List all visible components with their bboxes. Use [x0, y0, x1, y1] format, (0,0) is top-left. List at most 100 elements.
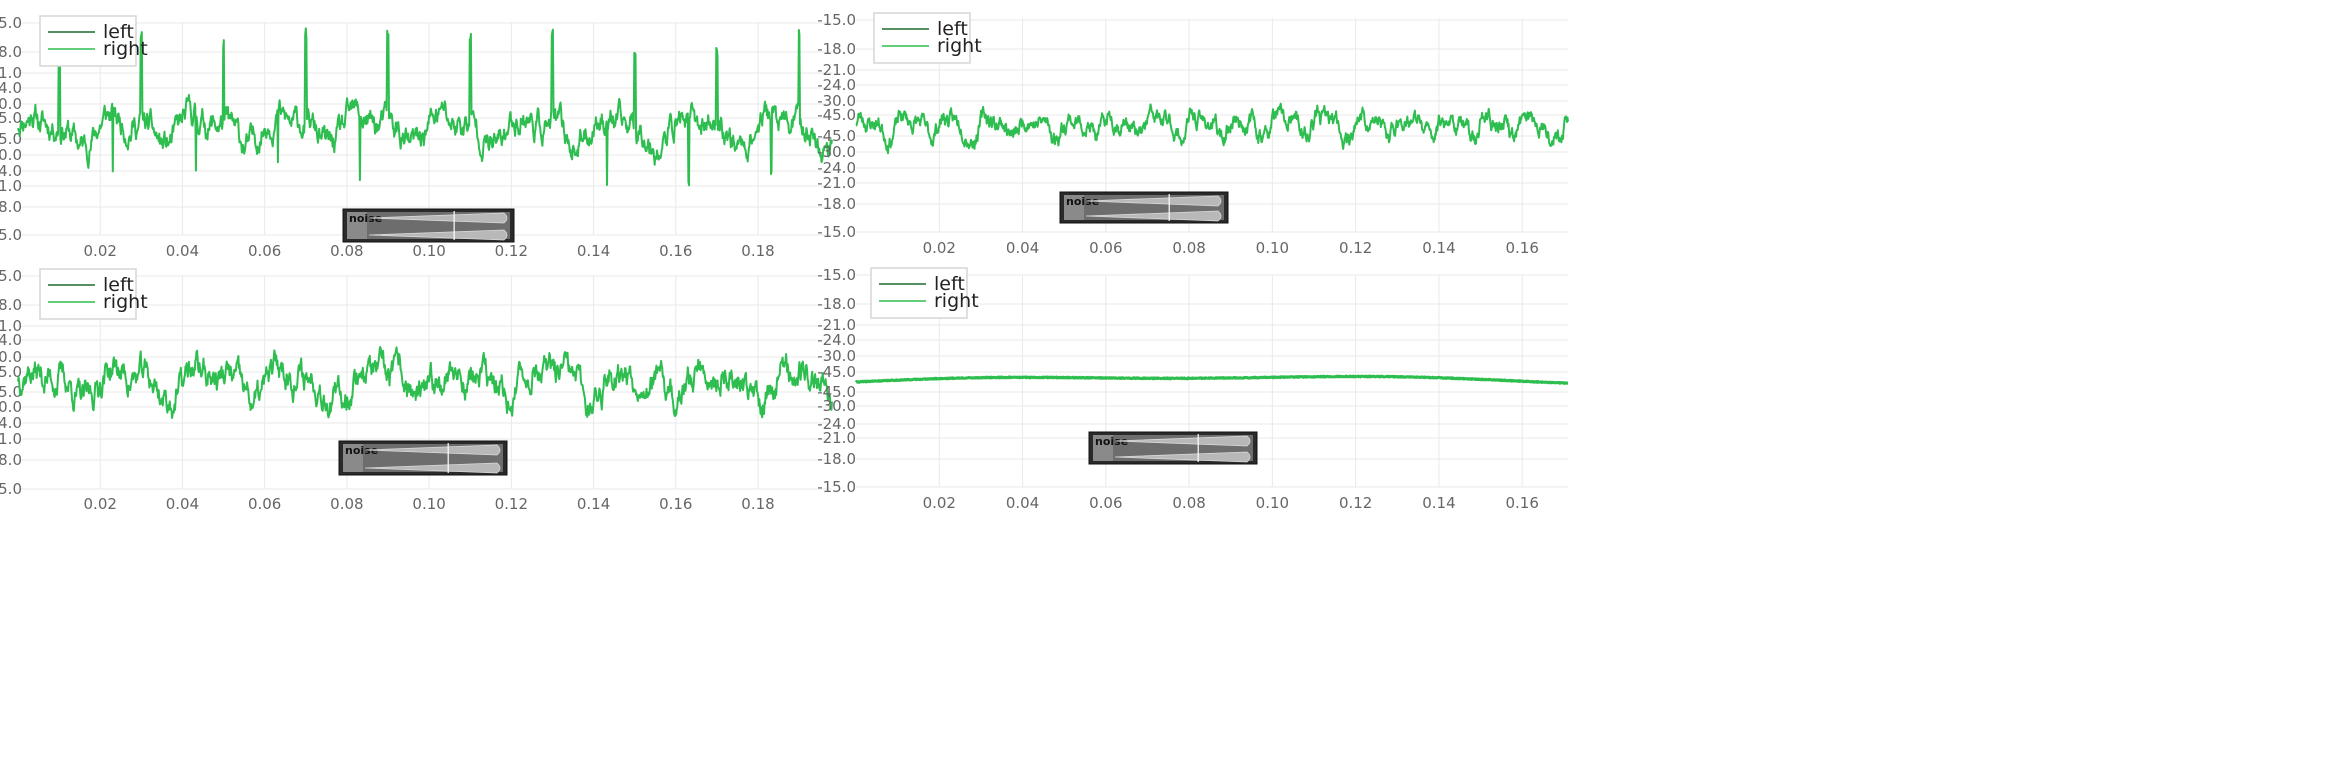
- waveform-chart-2: -15.0-18.0-21.0-24.0-30.0-45.0-45.0-30.0…: [817, 11, 1569, 257]
- x-tick-label: 0.06: [248, 495, 281, 513]
- legend-label-left: left: [103, 21, 134, 43]
- noise-envelope: [1114, 435, 1251, 447]
- waveform-chart-1: -15.0-18.0-21.0-24.0-30.0-45.0-45.0-30.0…: [0, 14, 833, 260]
- x-tick-label: 0.12: [1339, 494, 1372, 512]
- legend-label-left: left: [103, 274, 134, 296]
- x-tick-label: 0.04: [166, 495, 199, 513]
- noise-envelope: [368, 229, 508, 241]
- y-tick-label: -15.0: [817, 266, 856, 284]
- noise-widget[interactable]: noise: [342, 208, 515, 243]
- x-tick-label: 0.06: [248, 242, 281, 260]
- y-tick-label: -24.0: [817, 415, 856, 433]
- y-tick-label: -30.0: [817, 347, 856, 365]
- x-tick-label: 0.02: [923, 494, 956, 512]
- y-tick-label: -45.0: [0, 363, 22, 381]
- x-tick-label: 0.02: [84, 495, 117, 513]
- x-tick-label: 0.10: [1256, 239, 1289, 257]
- y-tick-label: -18.0: [817, 295, 856, 313]
- y-tick-label: -15.0: [0, 14, 22, 32]
- x-tick-label: 0.14: [577, 495, 610, 513]
- y-tick-label: -21.0: [0, 177, 22, 195]
- y-tick-label: -45.0: [817, 383, 856, 401]
- legend-box: [39, 15, 137, 67]
- noise-widget[interactable]: noise: [338, 440, 508, 476]
- legend-label-left: left: [934, 273, 965, 295]
- x-tick-label: 0.04: [166, 242, 199, 260]
- noise-widget[interactable]: noise: [1059, 191, 1229, 224]
- legend-label-right: right: [103, 291, 148, 313]
- y-tick-label: -30.0: [0, 146, 22, 164]
- y-tick-label: -24.0: [0, 331, 22, 349]
- series-right-line: [17, 27, 833, 187]
- noise-widget-label: noise: [345, 444, 378, 457]
- y-tick-label: -30.0: [817, 92, 856, 110]
- x-tick-label: 0.08: [1172, 494, 1205, 512]
- y-tick-label: -15.0: [0, 480, 22, 498]
- legend-box: [39, 268, 137, 320]
- x-tick-label: 0.12: [1339, 239, 1372, 257]
- y-tick-label: -24.0: [0, 414, 22, 432]
- x-tick-label: 0.10: [412, 242, 445, 260]
- y-tick-label: -18.0: [0, 296, 22, 314]
- legend-label-left: left: [937, 18, 968, 40]
- x-tick-label: 0.10: [1256, 494, 1289, 512]
- x-tick-label: 0.12: [495, 242, 528, 260]
- y-tick-label: -45.0: [0, 130, 22, 148]
- series-right-line: [855, 102, 1569, 155]
- series-right-line: [17, 346, 833, 419]
- x-tick-label: 0.02: [923, 239, 956, 257]
- noise-widget[interactable]: noise: [1088, 431, 1258, 465]
- waveform-chart-4: -15.0-18.0-21.0-24.0-30.0-45.0-45.0-30.0…: [817, 266, 1569, 512]
- y-tick-label: -15.0: [817, 11, 856, 29]
- legend-label-right: right: [103, 38, 148, 60]
- series-right-line: [854, 374, 1569, 385]
- y-tick-label: -24.0: [0, 79, 22, 97]
- y-tick-label: -18.0: [817, 450, 856, 468]
- x-tick-label: 0.12: [495, 495, 528, 513]
- y-tick-label: -21.0: [817, 316, 856, 334]
- y-tick-label: -15.0: [0, 267, 22, 285]
- noise-envelope: [1085, 195, 1222, 207]
- y-tick-label: -18.0: [817, 40, 856, 58]
- x-tick-label: 0.16: [1505, 239, 1538, 257]
- x-tick-label: 0.06: [1089, 494, 1122, 512]
- y-tick-label: -24.0: [817, 159, 856, 177]
- noise-envelope: [364, 444, 501, 456]
- y-tick-label: -45.0: [0, 109, 22, 127]
- x-tick-label: 0.04: [1006, 494, 1039, 512]
- noise-envelope: [368, 212, 508, 224]
- noise-envelope: [1085, 210, 1222, 222]
- x-tick-label: 0.02: [84, 242, 117, 260]
- waveform-panel-3: -15.0-18.0-21.0-24.0-30.0-45.0-45.0-30.0…: [0, 264, 833, 514]
- y-tick-label: -24.0: [817, 331, 856, 349]
- x-tick-label: 0.08: [330, 495, 363, 513]
- y-tick-label: -18.0: [0, 43, 22, 61]
- noise-widget-label: noise: [1066, 195, 1099, 208]
- y-tick-label: -30.0: [0, 95, 22, 113]
- y-tick-label: -21.0: [0, 64, 22, 82]
- legend-label-right: right: [937, 35, 982, 57]
- x-tick-label: 0.14: [1422, 239, 1455, 257]
- y-tick-label: -45.0: [817, 363, 856, 381]
- noise-widget-label: noise: [349, 212, 382, 225]
- waveform-panel-4: -15.0 -18.0 -21.0 -24.0 -30.0 -45.0 -45.0 -30.0…: [817, 264, 1569, 514]
- x-tick-label: 0.14: [577, 242, 610, 260]
- y-tick-label: -21.0: [817, 61, 856, 79]
- y-tick-label: -45.0: [0, 383, 22, 401]
- x-tick-label: 0.18: [741, 495, 774, 513]
- legend-box: [870, 267, 968, 319]
- waveform-chart-3: -15.0-18.0-21.0-24.0-30.0-45.0-45.0-30.0…: [0, 267, 833, 513]
- x-tick-label: 0.16: [1505, 494, 1538, 512]
- waveform-panel-1: -15.0-18.0-21.0-24.0-30.0-45.0-45.0-30.0…: [0, 0, 833, 262]
- x-tick-label: 0.16: [659, 242, 692, 260]
- x-tick-label: 0.10: [412, 495, 445, 513]
- y-tick-label: -24.0: [817, 76, 856, 94]
- waveform-panel-2: -15.0 -18.0 -21.0 -24.0 -30.0 -45.0 -45.0 -30.0…: [817, 0, 2338, 262]
- y-tick-label: -45.0: [817, 106, 856, 124]
- y-tick-label: -18.0: [0, 451, 22, 469]
- y-tick-label: -15.0: [0, 226, 22, 244]
- y-tick-label: -45.0: [817, 127, 856, 145]
- y-tick-label: -15.0: [817, 223, 856, 241]
- y-tick-label: -21.0: [817, 429, 856, 447]
- y-tick-label: -15.0: [817, 478, 856, 496]
